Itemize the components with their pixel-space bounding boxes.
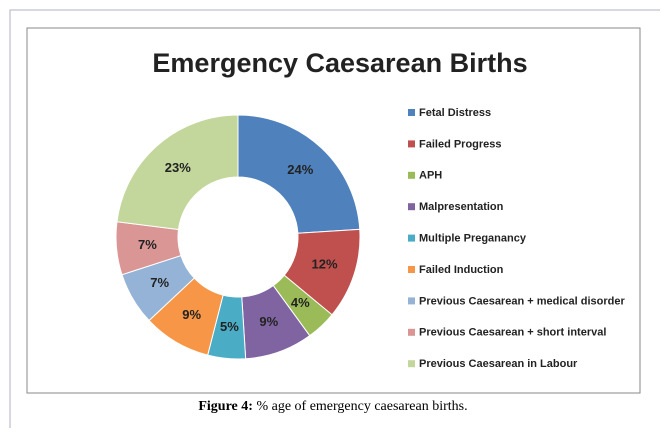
legend-label: Failed Progress <box>419 138 502 150</box>
data-label: 4% <box>291 295 310 310</box>
data-label: 5% <box>220 319 239 334</box>
legend-label: Malpresentation <box>419 201 504 213</box>
legend-label: Previous Caesarean + medical disorder <box>419 295 625 307</box>
legend-swatch <box>408 297 415 305</box>
donut-slice <box>237 114 361 234</box>
data-label: 12% <box>312 257 338 272</box>
donut-slice <box>116 114 239 231</box>
caption: Figure 4: % age of emergency caesarean b… <box>198 399 467 414</box>
chart-title: Emergency Caesarean Births <box>152 48 527 78</box>
data-label: 7% <box>138 237 157 252</box>
legend-label: Failed Induction <box>419 264 504 276</box>
data-label: 23% <box>165 160 191 175</box>
legend-swatch <box>408 328 415 336</box>
legend-label: Multiple Preganancy <box>419 233 527 245</box>
legend-label: APH <box>419 170 442 182</box>
legend-label: Fetal Distress <box>419 107 491 119</box>
data-label: 24% <box>287 162 313 177</box>
legend-swatch <box>408 109 415 116</box>
legend-label: Previous Caesarean in Labour <box>419 358 578 370</box>
frame <box>9 9 660 428</box>
legend-label: Previous Caesarean + short interval <box>419 327 606 339</box>
legend-swatch <box>408 171 415 179</box>
caption-text: % age of emergency caesarean births. <box>256 399 467 414</box>
legend-swatch <box>408 203 415 211</box>
data-label: 9% <box>259 314 278 329</box>
data-label: 7% <box>150 275 169 290</box>
legend-swatch <box>408 234 415 242</box>
legend-swatch <box>408 360 415 368</box>
caption-label: Figure 4: <box>198 399 253 414</box>
data-label: 9% <box>182 307 201 322</box>
legend-swatch <box>408 140 415 148</box>
legend-swatch <box>408 266 415 273</box>
